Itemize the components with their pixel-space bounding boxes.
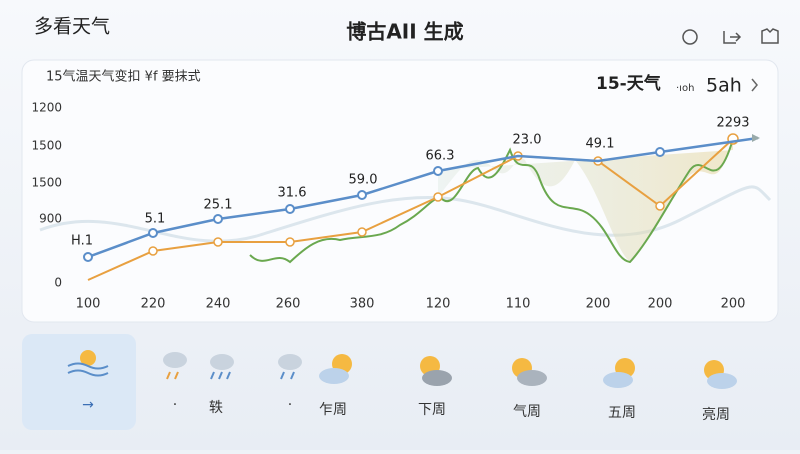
x-label: 380	[350, 297, 375, 312]
y-label: 1500	[31, 176, 62, 190]
day-label: 气周	[513, 404, 541, 420]
day-label: 下周	[418, 402, 446, 418]
orange-points	[148, 133, 739, 256]
background-curve	[39, 185, 772, 243]
x-label: 220	[141, 297, 166, 312]
line-arrow	[752, 134, 760, 142]
x-label: 200	[721, 297, 746, 312]
point-label: 66.3	[426, 149, 455, 164]
area-fill	[438, 139, 733, 262]
weather-icons	[67, 350, 737, 389]
x-label: 260	[276, 297, 301, 312]
day-label: 亮周	[702, 406, 730, 423]
orange-line	[87, 138, 734, 281]
day-label: 乍周	[319, 402, 347, 418]
x-label: 100	[76, 297, 101, 312]
range-big[interactable]: 5ah	[706, 75, 742, 97]
point-label: 2293	[716, 116, 749, 131]
selected-day[interactable]	[22, 334, 136, 430]
day-label: 轶	[209, 400, 223, 416]
point-label: 31.6	[278, 186, 307, 201]
x-label: 200	[648, 297, 673, 312]
title: 博古AII 生成	[346, 20, 463, 44]
range-small[interactable]: ·ıoh	[676, 83, 694, 94]
app-name: 多看天气	[34, 16, 110, 38]
x-label: 110	[506, 297, 531, 312]
point-label: 25.1	[204, 198, 233, 213]
point-label: 49.1	[586, 137, 615, 152]
day-label: 五周	[608, 405, 636, 421]
range-label[interactable]: 15-天气	[596, 73, 661, 94]
y-label: 0	[54, 276, 62, 290]
point-label: 5.1	[145, 212, 166, 227]
y-label: 1500	[31, 139, 62, 153]
y-label: 900	[39, 212, 62, 226]
share-icon[interactable]	[723, 31, 742, 44]
shirt-icon[interactable]	[761, 28, 779, 44]
point-label: 59.0	[349, 173, 378, 188]
green-line	[249, 138, 734, 264]
blue-points	[83, 147, 665, 262]
x-label: 200	[586, 297, 611, 312]
day-label: →	[82, 397, 94, 413]
chart-subtitle: 15气温天气变扣 ¥f 要抹式	[46, 69, 201, 85]
y-label: 1200	[31, 101, 62, 115]
day-label: ·	[173, 397, 177, 413]
x-label: 240	[206, 297, 231, 312]
point-label: H.1	[71, 234, 93, 249]
day-label: ·	[288, 397, 292, 413]
toolbar-icons[interactable]	[682, 28, 779, 45]
blue-line	[87, 136, 759, 259]
range-arrow[interactable]	[751, 78, 758, 92]
chart-card	[21, 59, 779, 323]
settings-icon[interactable]	[682, 29, 698, 45]
x-label: 120	[426, 297, 451, 312]
point-label: 23.0	[513, 133, 542, 148]
